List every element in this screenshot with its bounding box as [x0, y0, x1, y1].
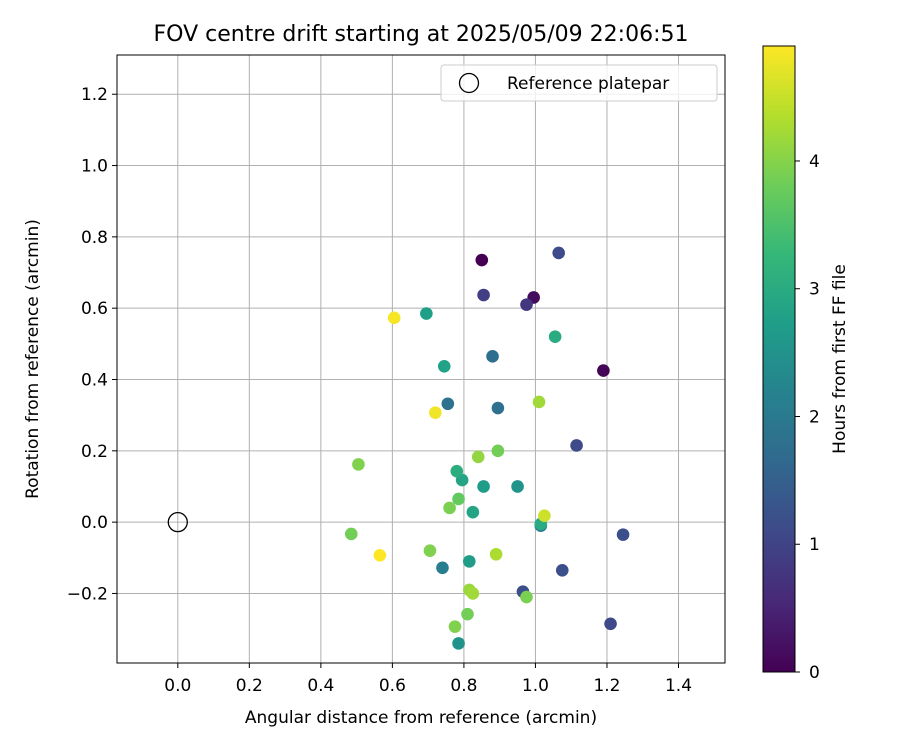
y-tick-label: 0.6 [81, 299, 108, 319]
data-point [461, 607, 474, 621]
y-axis-label: Rotation from reference (arcmin) [23, 219, 43, 499]
colorbar-tick-label: 2 [809, 407, 820, 427]
data-point [443, 501, 456, 515]
legend-box [440, 64, 718, 102]
data-point [429, 406, 442, 419]
data-point [436, 561, 449, 575]
x-tick-label: 0.6 [379, 676, 406, 696]
data-point [511, 480, 524, 493]
data-point [462, 555, 476, 568]
data-point [491, 401, 505, 415]
legend-label: Reference platepar [507, 74, 669, 94]
y-tick-label: 0.4 [81, 371, 108, 391]
legend: Reference platepar [440, 64, 718, 102]
data-point [420, 307, 433, 320]
x-tick-label: 0.8 [450, 676, 477, 696]
y-tick-label: −0.2 [67, 584, 108, 604]
x-tick-label: 1.2 [593, 676, 620, 696]
x-tick-label: 1.0 [522, 676, 549, 696]
data-point [373, 549, 387, 562]
data-point [552, 246, 565, 260]
data-point [352, 458, 365, 471]
data-point [344, 527, 358, 541]
data-point [532, 395, 546, 409]
data-point [387, 311, 401, 325]
data-point [616, 528, 630, 541]
colorbar: 0 1 2 3 4 Hours from first FF file [762, 45, 850, 683]
y-tick-label: 1.0 [81, 157, 108, 177]
plot-frame [116, 54, 726, 664]
data-point [471, 450, 485, 464]
colorbar-tick-label: 3 [809, 280, 820, 300]
data-point [486, 350, 499, 363]
legend-reference-marker [458, 72, 480, 94]
colorbar-tick-label: 1 [809, 535, 820, 555]
data-point [441, 397, 455, 411]
data-points [167, 246, 630, 650]
data-point [466, 587, 480, 600]
data-point [452, 492, 465, 506]
data-point [538, 509, 551, 523]
data-point [477, 288, 490, 302]
x-axis-ticks: 0.0 0.2 0.4 0.6 0.8 1.0 1.2 1.4 [164, 663, 692, 696]
grid-lines [117, 55, 725, 663]
colorbar-tick-label: 0 [809, 663, 820, 683]
data-point [491, 444, 505, 458]
data-point [477, 480, 490, 493]
y-tick-label: 1.2 [81, 85, 108, 105]
data-point [604, 617, 617, 631]
y-axis-ticks: −0.2 0.0 0.2 0.4 0.6 0.8 1.0 1.2 [67, 85, 117, 604]
x-tick-label: 0.4 [307, 676, 334, 696]
reference-platepar-marker [167, 511, 188, 533]
data-point [466, 505, 480, 519]
data-point [423, 544, 437, 557]
data-point [489, 547, 503, 561]
data-point [555, 563, 569, 577]
data-point [452, 637, 465, 650]
data-point [448, 620, 462, 633]
x-tick-label: 0.0 [164, 676, 191, 696]
data-point [520, 298, 533, 311]
x-axis-label: Angular distance from reference (arcmin) [245, 708, 597, 728]
data-point [450, 464, 464, 478]
data-point [548, 330, 562, 344]
colorbar-gradient [763, 46, 795, 672]
y-tick-label: 0.8 [81, 228, 108, 248]
y-tick-label: 0.2 [81, 442, 108, 462]
x-tick-label: 1.4 [665, 676, 692, 696]
data-point [597, 364, 610, 377]
colorbar-ticks: 0 1 2 3 4 [795, 152, 820, 683]
colorbar-label: Hours from first FF file [830, 264, 850, 454]
data-point [570, 439, 583, 452]
data-point [437, 360, 451, 373]
x-tick-label: 0.2 [236, 676, 263, 696]
data-point [475, 253, 489, 267]
colorbar-tick-label: 4 [809, 152, 820, 172]
chart-title: FOV centre drift starting at 2025/05/09 … [154, 22, 689, 47]
y-tick-label: 0.0 [81, 513, 108, 533]
colorbar-frame [762, 45, 796, 673]
data-point [520, 590, 533, 604]
